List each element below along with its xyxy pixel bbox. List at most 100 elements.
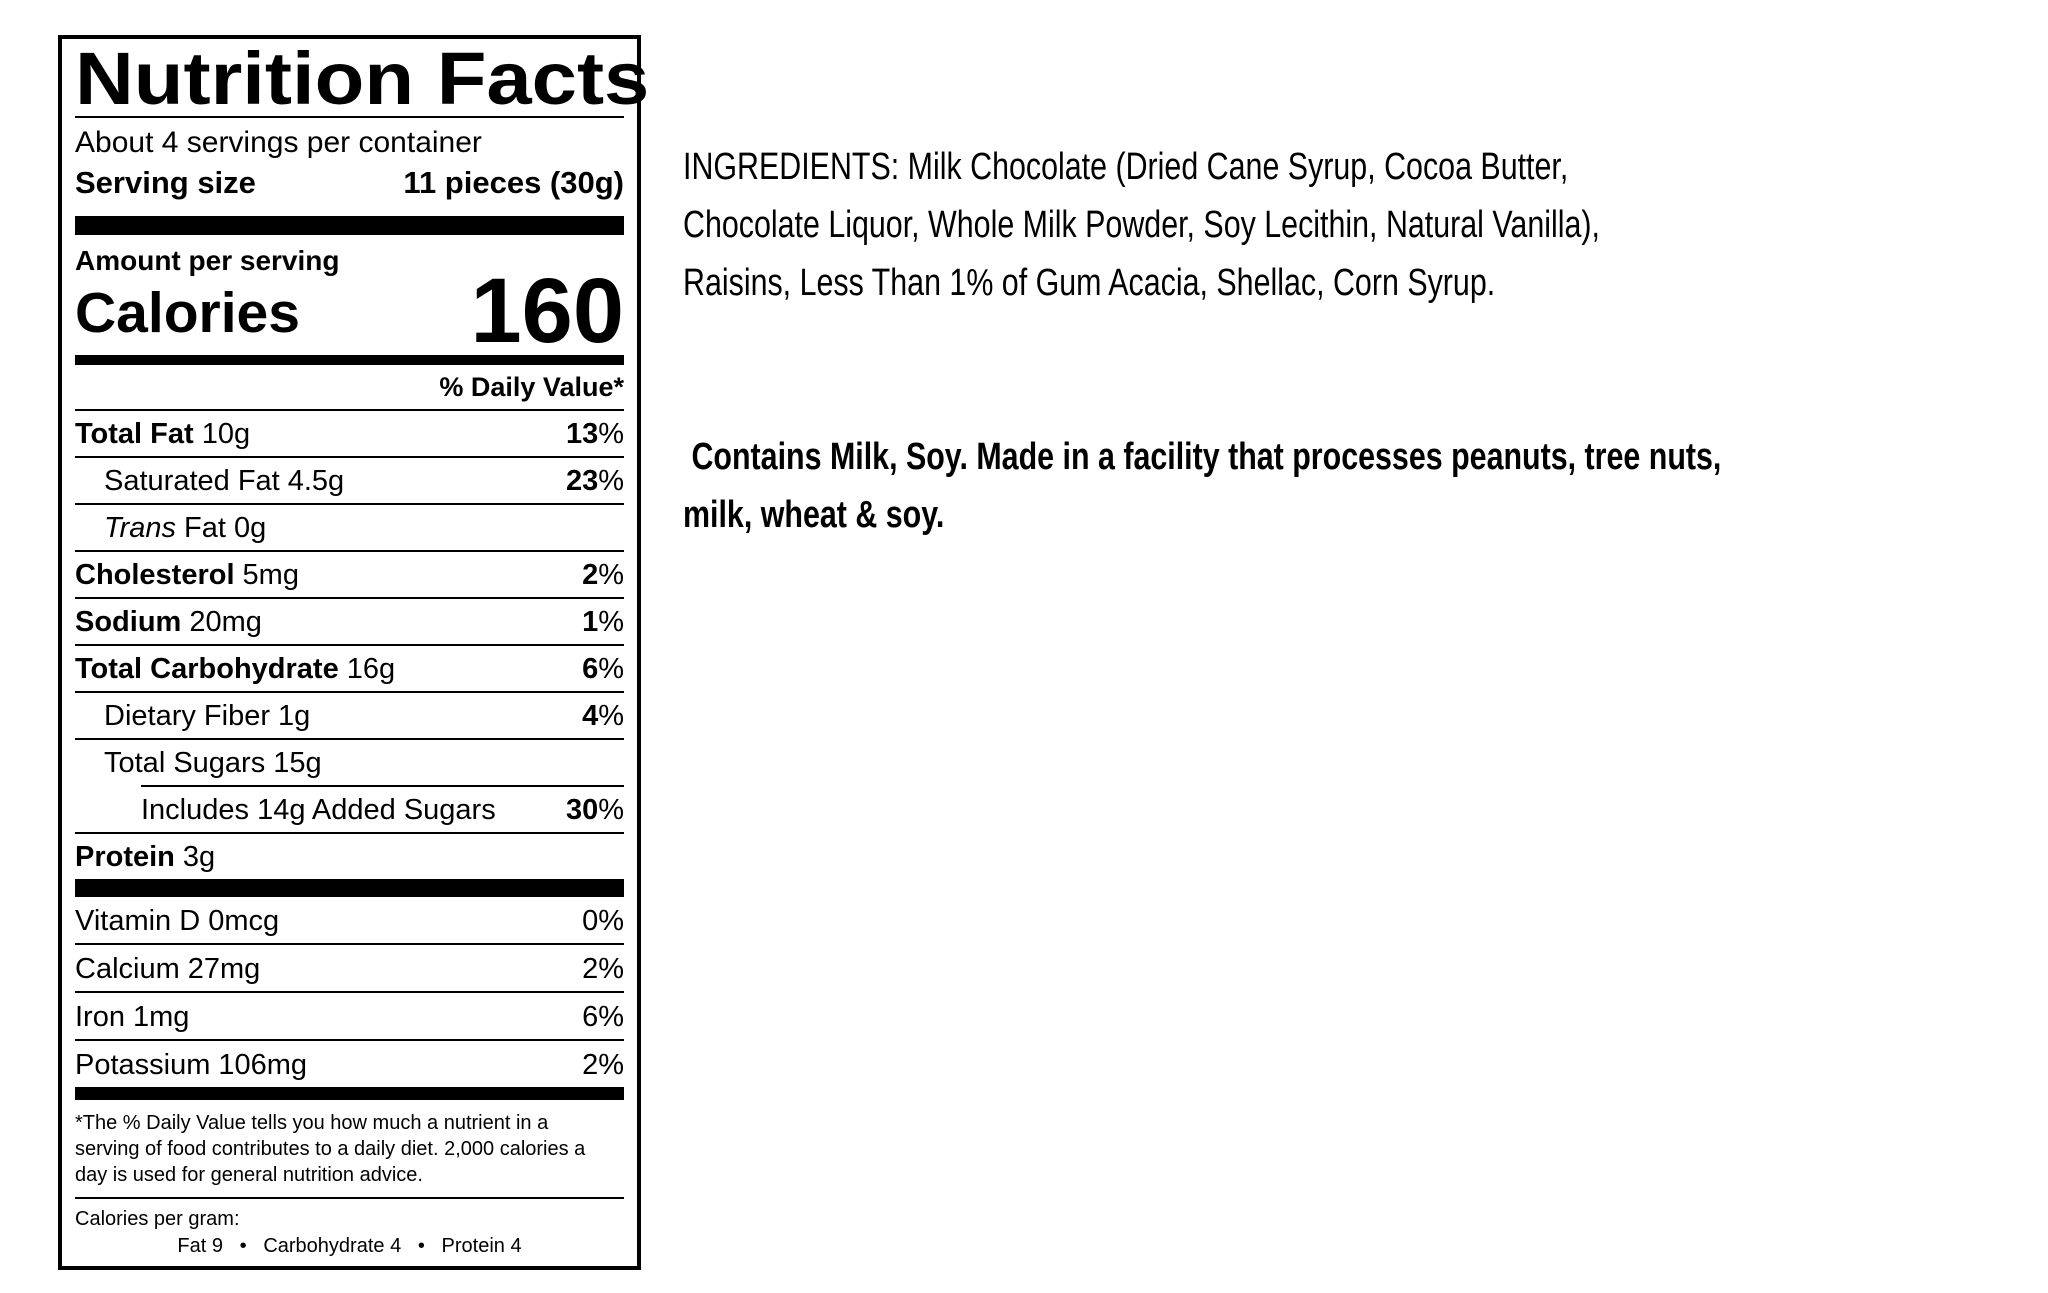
row-iron: Iron 1mg 6% [75,993,624,1039]
dv-sign: % [598,1049,624,1081]
nutrient-amount: 3g [182,841,216,873]
dv-sign: % [598,418,624,450]
daily-value: 13% [566,418,624,450]
daily-value: 30% [566,794,624,826]
serving-size-value: 11 pieces (30g) [403,165,624,200]
nutrient-text: Iron 1mg [75,1001,189,1033]
daily-value: 1% [582,606,624,638]
nutrient-text: Vitamin D 0mcg [75,905,279,937]
nutrient-name: Iron [75,1001,125,1033]
nutrient-name: Potassium [75,1049,211,1081]
nutrient-text: Cholesterol 5mg [75,559,299,591]
nutrient-text: Includes 14g Added Sugars [141,794,496,826]
row-saturated-fat: Saturated Fat 4.5g 23% [75,458,624,503]
ingredients-list: INGREDIENTS: Milk Chocolate (Dried Cane … [683,146,1600,304]
nutrient-text: Protein 3g [75,841,215,873]
calories-label: Calories [75,281,300,345]
nutrient-amount: 4.5g [287,465,345,497]
allergen-statement: Contains Milk, Soy. Made in a facility t… [683,436,1722,536]
row-trans-fat: Trans Fat 0g [75,505,624,550]
row-cholesterol: Cholesterol 5mg 2% [75,552,624,597]
daily-value: 2% [582,559,624,591]
nutrient-name: Total Sugars [104,747,266,779]
nutrient-name: Calcium [75,953,180,985]
dv-sign: % [598,953,624,985]
divider-thin [75,456,624,458]
divider-thin [75,597,624,599]
dv-number: 6 [582,1001,599,1033]
nutrient-text: Total Carbohydrate 16g [75,653,395,685]
row-total-sugars: Total Sugars 15g [75,740,624,785]
divider-thin [75,116,624,118]
nutrient-amount: 106mg [218,1049,308,1081]
dv-number: 30 [565,794,599,826]
divider-thin [75,550,624,552]
nutrient-name: Saturated Fat [104,465,280,497]
daily-value: 2% [582,953,624,985]
calories-block: Amount per serving Calories 160 [75,235,624,357]
dv-sign: % [598,700,624,732]
divider-thin [75,1197,624,1199]
daily-value: 2% [582,1049,624,1081]
daily-value-header: % Daily Value* [439,372,624,402]
nutrient-amount: 1mg [132,1001,190,1033]
nutrient-text: Calcium 27mg [75,953,260,985]
divider-medium [75,355,624,365]
daily-value: 6% [582,1001,624,1033]
nutrient-amount: 5mg [242,559,299,591]
nutrient-text: Potassium 106mg [75,1049,307,1081]
calories-per-gram-label: Calories per gram: [75,1208,240,1230]
daily-value: 6% [582,653,624,685]
nutrient-name: Cholesterol [75,559,235,591]
nutrient-text: Trans Fat 0g [104,512,266,544]
nutrient-text: Total Fat 10g [75,418,250,450]
nutrient-amount: 20mg [189,606,262,638]
nutrition-facts-label: Nutrition Facts About 4 servings per con… [58,35,649,1270]
nutrient-text: Total Sugars 15g [104,747,322,779]
daily-value: 23% [566,465,624,497]
dv-sign: % [598,653,624,685]
nutrient-amount: 10g [201,418,251,450]
row-protein: Protein 3g [75,834,624,879]
vitamins-section: Vitamin D 0mcg 0% Calcium 27mg 2% Iron 1mg … [75,897,624,1087]
nutrient-name: Vitamin D [75,905,201,937]
amount-per-serving-label: Amount per serving [75,245,340,276]
nutrient-amount: 0mcg [208,905,280,937]
daily-value: 4% [582,700,624,732]
dv-sign: % [598,559,624,591]
divider-thin [75,738,624,740]
dv-number: 2 [582,559,599,591]
serving-size-label: Serving size [75,165,256,200]
nutrient-amount: 1g [278,700,311,732]
dv-sign: % [598,1001,624,1033]
divider-medium [75,1087,624,1100]
divider-thin [75,644,624,646]
nutrient-amount: 27mg [187,953,261,985]
row-calcium: Calcium 27mg 2% [75,945,624,991]
dv-number: 6 [582,653,599,685]
divider-thin [75,503,624,505]
dv-sign: % [598,905,624,937]
dv-number: 0 [582,905,599,937]
dv-number: 1 [582,606,599,638]
dv-number: 2 [582,953,599,985]
nutrient-name: Includes 14g Added Sugars [141,794,496,826]
dv-number: 13 [565,418,599,450]
dv-number: 23 [565,465,599,497]
nutrient-amount: 15g [273,747,322,779]
serving-size-row: Serving size 11 pieces (30g) [75,163,624,203]
nutrient-text: Sodium 20mg [75,606,262,638]
calories-per-gram-section: Calories per gram: Fat 9 • Carbohydrate … [75,1199,624,1260]
row-added-sugars: Includes 14g Added Sugars 30% [75,787,624,832]
label-title: Nutrition Facts [75,37,650,120]
divider-thin [75,691,624,693]
divider-thin [75,832,624,834]
nutrient-name: Total Fat [75,418,194,450]
calories-per-gram-values: Fat 9 • Carbohydrate 4 • Protein 4 [177,1235,522,1257]
row-potassium: Potassium 106mg 2% [75,1041,624,1087]
divider-thin [75,1039,624,1041]
dv-sign: % [598,606,624,638]
row-dietary-fiber: Dietary Fiber 1g 4% [75,693,624,738]
dv-number: 2 [582,1049,599,1081]
